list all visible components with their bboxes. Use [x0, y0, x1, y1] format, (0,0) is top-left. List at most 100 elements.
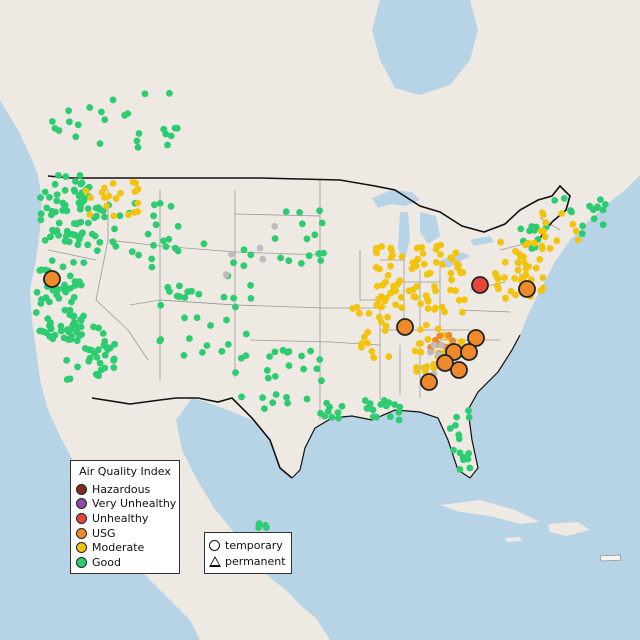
- monitor-dot: [144, 230, 152, 238]
- monitor-dot: [514, 266, 522, 274]
- highlighted-monitor-usg[interactable]: [467, 329, 485, 347]
- monitor-dot: [131, 209, 139, 216]
- highlighted-monitor-usg[interactable]: [43, 270, 61, 288]
- monitor-dot: [93, 212, 100, 220]
- monitor-dot: [364, 339, 371, 347]
- monitor-dot: [432, 259, 440, 266]
- monitor-type-legend: temporary permanent: [204, 532, 292, 574]
- monitor-dot: [165, 235, 173, 243]
- monitor-dot: [430, 341, 438, 349]
- monitor-dot: [458, 338, 465, 345]
- monitor-dot: [193, 314, 201, 321]
- monitor-dot: [524, 239, 532, 247]
- lake-michigan: [398, 212, 410, 262]
- monitor-dot: [395, 416, 403, 424]
- monitor-dot: [356, 310, 363, 317]
- monitor-dot: [117, 189, 124, 197]
- monitor-dot: [392, 301, 399, 308]
- monitor-dot: [101, 351, 109, 359]
- monitor-dot: [49, 118, 56, 125]
- monitor-dot: [41, 237, 49, 244]
- monitor-dot: [271, 348, 279, 356]
- monitor-dot: [101, 337, 109, 345]
- monitor-dot: [335, 414, 342, 422]
- monitor-dot: [47, 325, 55, 333]
- monitor-dot: [376, 265, 383, 273]
- legend-row-usg: USG: [71, 526, 179, 541]
- monitor-dot: [298, 260, 305, 267]
- highlighted-monitor-usg[interactable]: [420, 373, 438, 391]
- monitor-dot: [271, 373, 279, 380]
- highlighted-monitor-usg[interactable]: [460, 343, 478, 361]
- monitor-dot: [70, 294, 78, 301]
- hudson-bay: [372, 0, 478, 95]
- monitor-dot: [455, 261, 462, 269]
- monitor-dot: [128, 248, 136, 256]
- highlighted-monitor-unhealthy[interactable]: [471, 276, 489, 294]
- monitor-dot: [501, 274, 508, 282]
- monitor-dot: [173, 292, 181, 300]
- very-unhealthy-swatch: [76, 498, 87, 510]
- monitor-dot: [541, 233, 549, 241]
- monitor-dot: [240, 246, 248, 254]
- monitor-dot: [431, 305, 438, 313]
- monitor-dot: [568, 208, 575, 216]
- monitor-dot: [72, 133, 80, 141]
- monitor-dot: [164, 141, 171, 149]
- monitor-dot: [424, 336, 432, 343]
- good-swatch: [76, 556, 87, 568]
- monitor-dot: [134, 199, 142, 207]
- monitor-dot: [536, 256, 544, 263]
- monitor-dot: [269, 399, 277, 406]
- monitor-dot: [569, 220, 577, 228]
- monitor-dot: [148, 263, 156, 271]
- monitor-dot: [84, 205, 92, 213]
- monitor-dot: [74, 241, 82, 249]
- monitor-dot: [413, 367, 421, 375]
- monitor-dot: [459, 308, 466, 316]
- monitor-dot: [96, 140, 104, 148]
- usg-swatch: [76, 527, 87, 539]
- monitor-dot: [67, 325, 75, 333]
- monitor-dot: [373, 282, 381, 290]
- monitor-dot: [247, 251, 255, 259]
- monitor-dot: [459, 453, 467, 461]
- monitor-dot: [296, 209, 303, 216]
- monitor-dot: [285, 348, 293, 355]
- monitor-dot: [311, 231, 319, 239]
- highlighted-monitor-usg[interactable]: [518, 280, 536, 298]
- monitor-dot: [526, 227, 533, 235]
- monitor-dot: [220, 293, 228, 301]
- monitor-dot: [373, 244, 380, 252]
- circle-icon: [209, 539, 220, 551]
- monitor-dot: [111, 225, 118, 233]
- monitor-dot: [405, 287, 413, 295]
- monitor-dot: [391, 401, 398, 408]
- monitor-dot: [465, 450, 473, 457]
- monitor-dot: [397, 294, 405, 301]
- monitor-dot: [76, 172, 84, 179]
- monitor-dot: [420, 260, 428, 268]
- monitor-dot: [55, 219, 63, 227]
- monitor-dot: [79, 229, 86, 237]
- monitor-dot: [176, 282, 183, 290]
- monitor-dot: [373, 249, 381, 257]
- monitor-dot: [553, 237, 561, 245]
- monitor-dot: [599, 221, 607, 229]
- monitor-dot: [181, 294, 189, 301]
- highlighted-monitor-usg[interactable]: [396, 318, 414, 336]
- monitor-dot: [61, 306, 69, 314]
- monitor-dot: [412, 293, 419, 301]
- monitor-dot: [317, 257, 325, 264]
- monitor-dot: [200, 240, 208, 248]
- highlighted-monitor-usg[interactable]: [450, 361, 468, 379]
- monitor-dot: [160, 237, 167, 245]
- monitor-dot: [41, 188, 49, 196]
- monitor-dot: [75, 235, 83, 243]
- monitor-dot: [174, 222, 182, 230]
- monitor-dot: [411, 347, 419, 355]
- monitor-dot: [446, 425, 454, 432]
- monitor-dot: [537, 287, 545, 295]
- highlighted-monitor-usg[interactable]: [436, 354, 454, 372]
